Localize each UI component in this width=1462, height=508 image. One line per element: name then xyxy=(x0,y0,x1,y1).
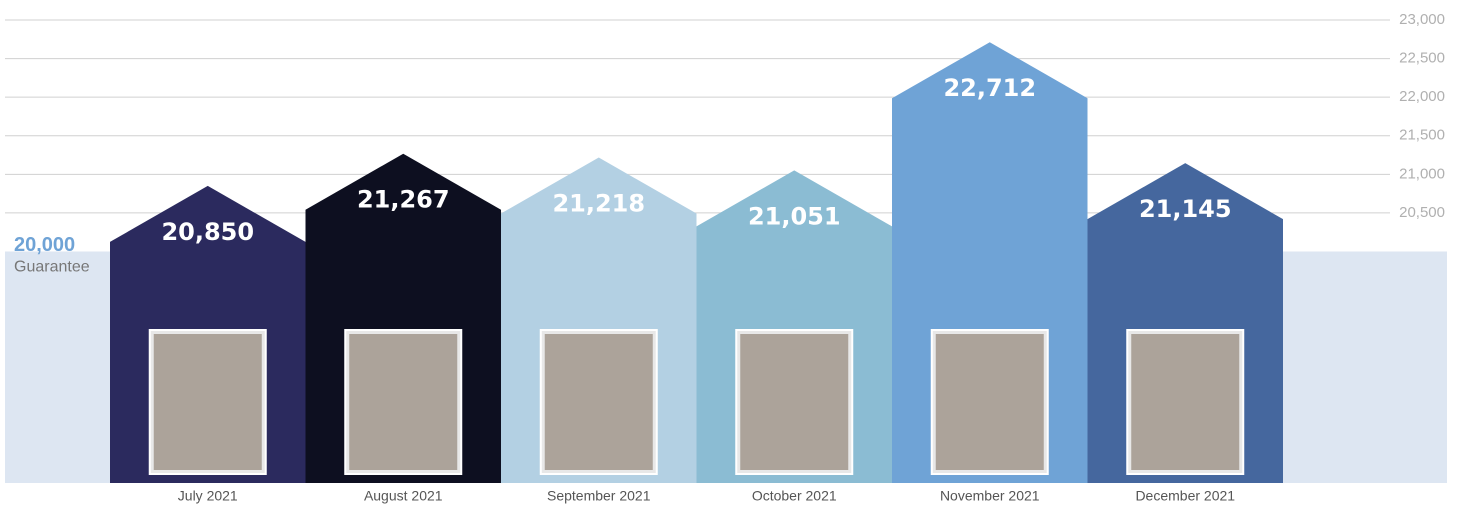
guarantee-value: 20,000 xyxy=(14,234,75,256)
cover-art xyxy=(154,334,262,470)
cover-art xyxy=(349,334,457,470)
guarantee-label: Guarantee xyxy=(14,259,90,276)
x-tick-label: November 2021 xyxy=(940,488,1040,504)
value-label: 22,712 xyxy=(943,74,1036,102)
y-tick-label: 20,500 xyxy=(1399,204,1445,221)
value-label: 21,218 xyxy=(552,190,645,218)
x-tick-label: September 2021 xyxy=(547,488,651,504)
y-tick-label: 22,500 xyxy=(1399,50,1445,67)
x-tick-label: October 2021 xyxy=(752,488,837,504)
y-tick-label: 22,000 xyxy=(1399,88,1445,105)
value-label: 20,850 xyxy=(161,218,254,246)
x-tick-label: July 2021 xyxy=(178,488,238,504)
cover-art xyxy=(740,334,848,470)
value-label: 21,267 xyxy=(357,186,450,214)
y-tick-label: 21,000 xyxy=(1399,165,1445,182)
y-tick-label: 23,000 xyxy=(1399,11,1445,28)
cover-art xyxy=(545,334,653,470)
x-tick-label: December 2021 xyxy=(1135,488,1235,504)
cover-art xyxy=(936,334,1044,470)
value-label: 21,145 xyxy=(1139,195,1232,223)
cover-art xyxy=(1131,334,1239,470)
x-tick-label: August 2021 xyxy=(364,488,443,504)
y-tick-label: 21,500 xyxy=(1399,127,1445,144)
chart: 20,500 21,000 21,500 22,000 22,500 23,000 20,0… xyxy=(0,0,1462,508)
value-label: 21,051 xyxy=(748,202,841,230)
